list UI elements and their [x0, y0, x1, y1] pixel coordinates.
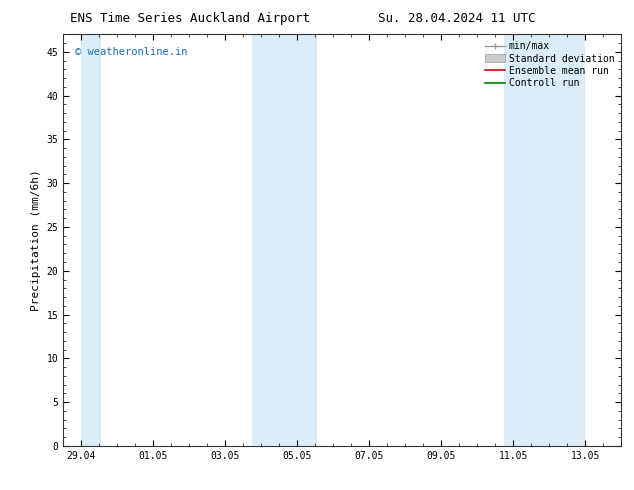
Text: Su. 28.04.2024 11 UTC: Su. 28.04.2024 11 UTC: [378, 12, 535, 25]
Text: ENS Time Series Auckland Airport: ENS Time Series Auckland Airport: [70, 12, 310, 25]
Bar: [504, 34, 585, 446]
Text: © weatheronline.in: © weatheronline.in: [75, 47, 187, 57]
Y-axis label: Precipitation (mm/6h): Precipitation (mm/6h): [31, 169, 41, 311]
Bar: [81, 34, 101, 446]
Legend: min/max, Standard deviation, Ensemble mean run, Controll run: min/max, Standard deviation, Ensemble me…: [484, 39, 616, 90]
Bar: [252, 34, 317, 446]
